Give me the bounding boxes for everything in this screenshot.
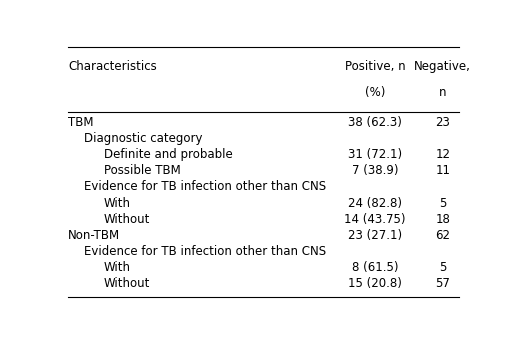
Text: Evidence for TB infection other than CNS: Evidence for TB infection other than CNS (84, 180, 326, 193)
Text: 23 (27.1): 23 (27.1) (348, 229, 402, 242)
Text: 23: 23 (435, 116, 450, 129)
Text: 7 (38.9): 7 (38.9) (352, 164, 398, 177)
Text: Non-TBM: Non-TBM (68, 229, 120, 242)
Text: 24 (82.8): 24 (82.8) (348, 197, 402, 210)
Text: Positive, n: Positive, n (345, 60, 405, 73)
Text: With: With (104, 197, 131, 210)
Text: 15 (20.8): 15 (20.8) (348, 277, 402, 290)
Text: 18: 18 (435, 213, 450, 226)
Text: 38 (62.3): 38 (62.3) (348, 116, 402, 129)
Text: 11: 11 (435, 164, 450, 177)
Text: 14 (43.75): 14 (43.75) (344, 213, 406, 226)
Text: TBM: TBM (68, 116, 94, 129)
Text: Negative,: Negative, (414, 60, 471, 73)
Text: Evidence for TB infection other than CNS: Evidence for TB infection other than CNS (84, 245, 326, 258)
Text: Definite and probable: Definite and probable (104, 148, 233, 161)
Text: 12: 12 (435, 148, 450, 161)
Text: 31 (72.1): 31 (72.1) (348, 148, 402, 161)
Text: (%): (%) (365, 86, 385, 99)
Text: 62: 62 (435, 229, 450, 242)
Text: Without: Without (104, 277, 151, 290)
Text: 5: 5 (439, 261, 446, 274)
Text: 8 (61.5): 8 (61.5) (352, 261, 398, 274)
Text: With: With (104, 261, 131, 274)
Text: Possible TBM: Possible TBM (104, 164, 181, 177)
Text: 57: 57 (435, 277, 450, 290)
Text: Characteristics: Characteristics (68, 60, 157, 73)
Text: Without: Without (104, 213, 151, 226)
Text: n: n (439, 86, 447, 99)
Text: Diagnostic category: Diagnostic category (84, 132, 203, 145)
Text: 5: 5 (439, 197, 446, 210)
